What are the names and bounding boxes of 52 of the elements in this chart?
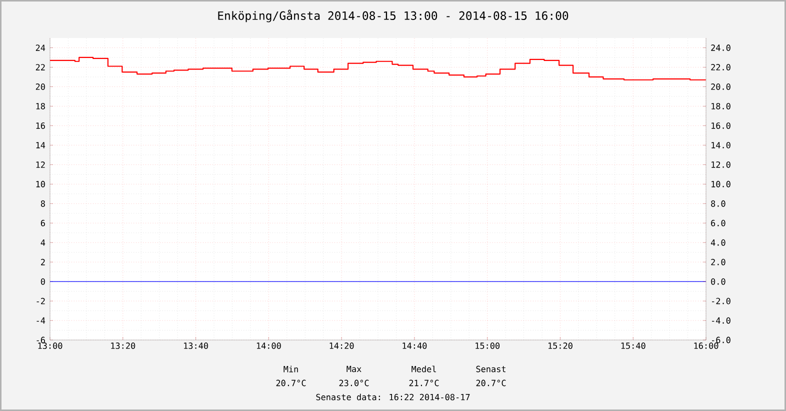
- y-tick-label: 2: [41, 258, 45, 266]
- y-tick-label: 10: [36, 180, 45, 188]
- y2-tick-label: 6.0: [711, 220, 726, 226]
- y2-tick-label: 22.0: [711, 64, 730, 70]
- text: Min: [284, 366, 298, 372]
- x-tick-label: 13:20: [111, 342, 136, 349]
- x-tick-label: 14:00: [256, 342, 281, 349]
- y2-tick-label: -2.0: [712, 298, 730, 304]
- y-tick-label: 14: [36, 142, 46, 148]
- y2-tick-label: 10.0: [712, 180, 730, 188]
- y-tick-label: 22: [36, 64, 45, 70]
- x-tick-label: 15:40: [621, 342, 646, 349]
- text: 23.0°C: [339, 380, 369, 386]
- y2-tick-label: -6.0: [712, 336, 730, 344]
- y2-tick-label: 20.0: [711, 84, 730, 90]
- x-tick-label: 15:20: [548, 342, 572, 349]
- y2-tick-label: 18.0: [712, 102, 730, 110]
- x-tick-label: 13:00: [38, 342, 62, 349]
- y-tick-label: -4: [36, 317, 46, 324]
- text: 21.7°C: [409, 380, 439, 386]
- y2-tick-label: 4.0: [710, 239, 726, 246]
- chart-title: Enköping/Gånsta 2014-08-15 13:00 - 2014-08-15 16:00: [218, 10, 568, 22]
- y-tick-label: 8: [40, 200, 45, 207]
- x-tick-label: 13:40: [184, 342, 208, 349]
- y2-tick-label: 8.0: [711, 200, 726, 207]
- y-tick-label: 24: [36, 44, 46, 51]
- y-tick-label: 0: [40, 278, 45, 285]
- x-tick-label: 16:00: [694, 342, 718, 349]
- y-tick-label: 16: [36, 122, 45, 129]
- y2-tick-label: 2.0: [711, 258, 726, 266]
- y2-tick-label: 16.0: [712, 122, 730, 129]
- y2-tick-label: 12.0: [712, 161, 730, 168]
- text: Max: [346, 366, 362, 372]
- y-tick-label: 18: [36, 102, 45, 110]
- text: 20.7°C: [476, 380, 506, 386]
- text: Medel: [412, 366, 436, 372]
- y2-tick-label: 24.0: [711, 44, 730, 51]
- y2-tick-label: 0.0: [711, 278, 726, 285]
- y-tick-label: 12: [36, 162, 45, 168]
- y-tick-label: 20: [36, 84, 45, 90]
- y-tick-label: 6: [40, 220, 45, 226]
- text: Senaste data: 16:22 2014-08-17: [316, 394, 470, 400]
- y2-tick-label: -4.0: [712, 317, 730, 324]
- y-tick-label: -2: [36, 298, 45, 304]
- text: 20.7°C: [276, 380, 306, 386]
- x-tick-label: 15:00: [476, 342, 500, 349]
- y-tick-label: -6: [36, 336, 45, 344]
- x-tick-label: 14:40: [402, 342, 427, 349]
- x-tick-label: 14:20: [330, 342, 354, 349]
- y-tick-label: 4: [40, 239, 46, 246]
- y2-tick-label: 14.0: [712, 142, 730, 148]
- text: Senast: [476, 366, 506, 372]
